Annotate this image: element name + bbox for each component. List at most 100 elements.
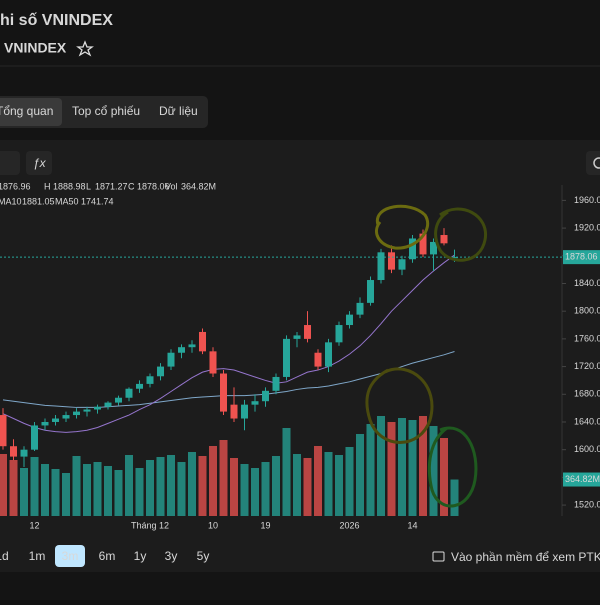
candle-body: [314, 352, 322, 367]
volume-bar: [62, 473, 70, 516]
candle-body: [230, 404, 238, 419]
tab[interactable]: Top cổ phiếu: [72, 104, 140, 118]
range-button[interactable]: 5y: [197, 549, 210, 563]
legend-value: 1888.98: [53, 181, 86, 191]
volume-bar: [398, 418, 406, 516]
candle-body: [146, 376, 154, 384]
volume-bar: [83, 464, 91, 516]
candle-body: [52, 418, 59, 422]
range-button[interactable]: 1m: [29, 549, 46, 563]
volume-bar: [177, 462, 186, 516]
volume-bar: [230, 458, 238, 516]
range-button[interactable]: 1y: [134, 549, 147, 563]
candle-body: [241, 404, 248, 419]
legend-key: MA10: [0, 196, 22, 206]
legend-key: C: [128, 181, 135, 191]
volume-bar: [303, 458, 312, 516]
candle-body: [41, 421, 49, 426]
volume-bar: [156, 457, 165, 516]
volume-bar: [104, 466, 112, 516]
x-tick-label: Tháng 12: [131, 520, 169, 530]
star-icon[interactable]: [76, 40, 94, 57]
volume-bar: [135, 468, 144, 516]
y-tick-label: 1800.00: [574, 306, 600, 316]
settings-button[interactable]: [586, 151, 600, 175]
volume-bar: [188, 452, 196, 516]
price-tag-label: 1878.06: [565, 252, 598, 262]
volume-bar: [41, 464, 49, 516]
volume-bar: [9, 460, 18, 516]
candle-body: [398, 259, 406, 270]
y-tick-label: 1720.00: [574, 361, 600, 371]
price-tag: [563, 250, 600, 265]
volume-bar: [419, 416, 427, 516]
volume-bar: [293, 454, 301, 516]
candle-body: [94, 406, 101, 410]
candle-body: [83, 409, 91, 412]
volume-bar: [324, 452, 333, 516]
legend-key: Vol: [165, 181, 178, 191]
y-tick-label: 1760.00: [574, 333, 600, 343]
volume-bar: [450, 479, 459, 516]
monitor-icon: [432, 551, 445, 562]
hand-drawn-circle: [427, 426, 478, 508]
candle-body: [62, 415, 70, 419]
volume-bar: [429, 426, 438, 516]
candle-body: [0, 415, 7, 447]
legend-value: 1741.74: [81, 196, 114, 206]
candle-body: [209, 351, 217, 374]
volume-bar: [272, 456, 280, 516]
volume-bar: [20, 468, 28, 516]
legend-value: 1876.96: [0, 181, 31, 191]
y-tick-label: 1840.00: [574, 278, 600, 288]
legend-value: 364.82M: [181, 181, 216, 191]
ma10-line: [2, 254, 455, 433]
candle-body: [220, 373, 227, 412]
candle-body: [451, 257, 458, 259]
candle-body: [178, 347, 185, 353]
software-link[interactable]: Vào phần mềm để xem PTKT: [451, 550, 600, 564]
candle-body: [409, 238, 416, 260]
x-tick-label: 2026: [339, 520, 359, 530]
fx-icon: ƒx: [33, 156, 47, 170]
volume-bar: [93, 462, 102, 516]
range-button[interactable]: 3m: [62, 549, 79, 563]
candle-body: [31, 425, 38, 450]
volume-bar: [219, 440, 228, 516]
y-tick-label: 1520.00: [574, 499, 600, 509]
candle-body: [10, 446, 17, 457]
candle-body: [440, 235, 448, 244]
indicator-button[interactable]: [26, 151, 52, 175]
candle-body: [430, 241, 437, 255]
volume-bar: [114, 470, 123, 516]
volume-bar: [209, 446, 217, 516]
candle-body: [167, 352, 175, 367]
y-tick-label: 1680.00: [574, 389, 600, 399]
candle-body: [262, 390, 269, 402]
volume-bar: [0, 454, 7, 516]
range-button[interactable]: 6m: [99, 549, 116, 563]
range-button[interactable]: 3y: [165, 549, 178, 563]
legend-key: L: [86, 181, 91, 191]
volume-bar: [366, 424, 375, 516]
volume-bar: [408, 420, 417, 516]
candle-body: [419, 233, 427, 255]
y-tick-label: 1600.00: [574, 444, 600, 454]
volume-bar: [356, 434, 364, 516]
volume-bar: [30, 457, 39, 516]
tab[interactable]: Dữ liệu: [159, 104, 198, 118]
candle-body: [125, 388, 133, 398]
legend-value: 1878.06: [137, 181, 170, 191]
candle-body: [367, 280, 374, 303]
candle-body: [304, 325, 311, 339]
range-button[interactable]: 1d: [0, 549, 9, 563]
candle-body: [283, 338, 290, 377]
volume-bar: [167, 455, 175, 516]
tab[interactable]: Tổng quan: [0, 104, 53, 118]
legend-key: H: [44, 181, 51, 191]
candle-body: [188, 344, 196, 348]
chart-type-button[interactable]: [0, 151, 20, 175]
legend-key: MA50: [55, 196, 79, 206]
volume-bar: [440, 438, 448, 516]
